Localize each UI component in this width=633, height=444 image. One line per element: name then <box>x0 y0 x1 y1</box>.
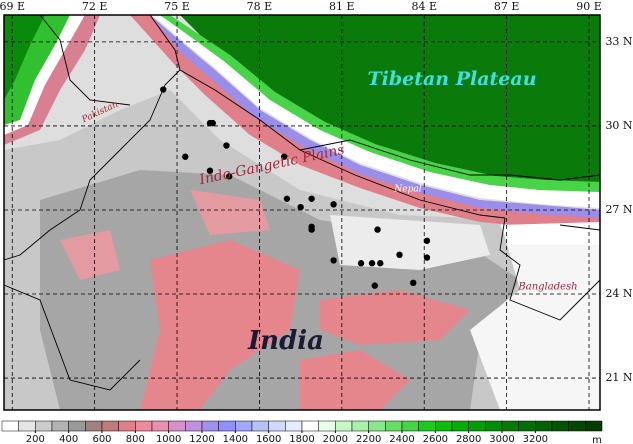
colorbar-tick-label: 2000 <box>323 434 348 444</box>
colorbar-tick-label: 600 <box>92 434 111 444</box>
station <box>297 203 304 211</box>
colorbar-swatch <box>35 420 53 432</box>
colorbar-swatch <box>318 420 336 432</box>
station <box>423 237 431 244</box>
colorbar-swatch <box>101 420 119 432</box>
station <box>396 251 403 259</box>
station <box>357 260 365 267</box>
station <box>283 195 291 202</box>
colorbar-swatch <box>151 420 169 432</box>
region-label: Tibetan Plateau <box>367 68 536 90</box>
colorbar-swatch <box>385 420 403 432</box>
lat-tick-label: 21 N <box>605 371 632 384</box>
station <box>308 195 315 202</box>
colorbar-swatch <box>201 420 219 432</box>
colorbar-swatch <box>51 420 69 432</box>
lon-tick-label: 72 E <box>82 0 108 13</box>
colorbar-swatch <box>285 420 303 432</box>
station <box>330 201 337 208</box>
colorbar: 200 400 600 800 1000 1200 1400 1600 1800 2000 2200… <box>1 420 603 444</box>
station <box>206 167 214 174</box>
lon-tick-label: 84 E <box>411 0 437 13</box>
colorbar-tick-label: 3000 <box>489 434 514 444</box>
colorbar-tick-label: 400 <box>59 434 78 444</box>
colorbar-swatch <box>268 420 286 432</box>
colorbar-tick-label: 1800 <box>289 434 314 444</box>
colorbar-swatch <box>418 420 436 432</box>
region-label: Bangladesh <box>517 282 577 293</box>
colorbar-tick-label: 1200 <box>189 434 214 444</box>
station <box>377 260 384 267</box>
colorbar-swatch <box>485 420 503 432</box>
colorbar-swatch <box>118 420 136 432</box>
colorbar-swatch <box>351 420 369 432</box>
colorbar-unit: m <box>592 435 602 444</box>
colorbar-tick-label: 2400 <box>389 434 414 444</box>
lon-tick-label: 87 E <box>494 0 520 13</box>
colorbar-swatch <box>535 420 553 432</box>
lon-tick-label: 81 E <box>329 0 355 13</box>
station <box>160 86 167 93</box>
colorbar-swatch <box>168 420 186 432</box>
colorbar-swatch <box>501 420 519 432</box>
lat-tick-label: 30 N <box>605 119 632 132</box>
colorbar-swatch <box>401 420 419 432</box>
colorbar-swatch <box>1 420 19 432</box>
terrain <box>4 15 600 410</box>
colorbar-swatch <box>568 420 586 432</box>
stations <box>160 86 431 289</box>
colorbar-swatch <box>18 420 36 432</box>
station <box>226 173 233 180</box>
colorbar-swatch <box>235 420 253 432</box>
colorbar-swatch <box>251 420 269 432</box>
lon-tick-label: 75 E <box>164 0 190 13</box>
colorbar-swatch <box>451 420 469 432</box>
colorbar-swatch <box>468 420 486 432</box>
station <box>368 260 376 267</box>
station <box>374 226 381 233</box>
lon-tick-label: 69 E <box>0 0 25 13</box>
colorbar-tick-label: 1600 <box>256 434 281 444</box>
colorbar-swatch <box>368 420 386 432</box>
colorbar-tick-label: 3200 <box>523 434 548 444</box>
station <box>410 279 417 287</box>
colorbar-tick-label: 2600 <box>423 434 448 444</box>
station <box>423 254 431 261</box>
station <box>371 282 378 289</box>
station <box>209 119 216 127</box>
colorbar-swatch <box>85 420 103 432</box>
colorbar-tick-label: 2200 <box>356 434 381 444</box>
colorbar-swatch <box>218 420 236 432</box>
colorbar-swatch <box>435 420 453 432</box>
colorbar-swatch <box>185 420 203 432</box>
colorbar-tick-label: 800 <box>126 434 145 444</box>
colorbar-swatch <box>518 420 536 432</box>
colorbar-swatch <box>551 420 569 432</box>
colorbar-swatch <box>68 420 86 432</box>
region-label: India <box>247 326 324 356</box>
station <box>223 142 230 149</box>
colorbar-swatch <box>135 420 153 432</box>
station <box>330 257 337 264</box>
station <box>308 226 315 233</box>
colorbar-swatch <box>585 420 603 432</box>
colorbar-tick-label: 1000 <box>156 434 181 444</box>
lat-tick-label: 33 N <box>605 35 632 48</box>
lon-tick-label: 78 E <box>247 0 273 13</box>
map-frame <box>3 14 601 411</box>
station <box>182 153 189 160</box>
station <box>280 153 288 160</box>
colorbar-swatch <box>335 420 353 432</box>
lat-tick-label: 27 N <box>605 203 632 216</box>
lon-tick-label: 90 E <box>576 0 602 13</box>
colorbar-tick-label: 2800 <box>456 434 481 444</box>
colorbar-swatch <box>301 420 319 432</box>
colorbar-tick-label: 1400 <box>223 434 248 444</box>
region-label: Nepal <box>393 185 421 195</box>
lat-tick-label: 24 N <box>605 287 632 300</box>
colorbar-tick-label: 200 <box>26 434 45 444</box>
